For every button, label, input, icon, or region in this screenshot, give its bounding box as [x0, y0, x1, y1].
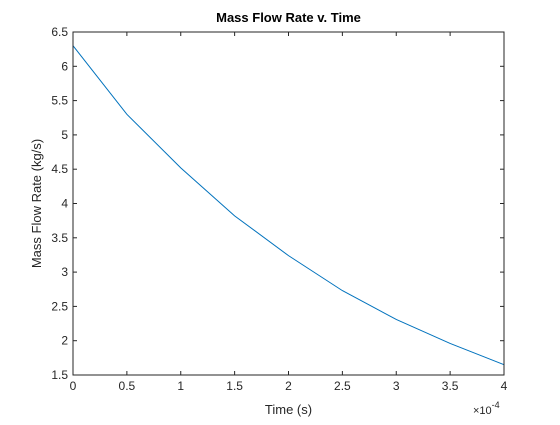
x-tick-label: 4	[501, 379, 508, 393]
y-tick-label: 6	[61, 59, 68, 73]
x-tick-label: 1	[177, 379, 184, 393]
x-exponent-power: -4	[492, 400, 500, 410]
y-tick-label: 4.5	[51, 162, 68, 176]
x-tick-label: 2.5	[334, 379, 351, 393]
x-tick-label: 1.5	[226, 379, 243, 393]
y-tick-label: 2	[61, 334, 68, 348]
x-tick-label: 0	[70, 379, 77, 393]
x-exponent-base: ×10	[473, 405, 492, 417]
y-tick-label: 3.5	[51, 231, 68, 245]
y-axis-label: Mass Flow Rate (kg/s)	[29, 139, 44, 268]
x-tick-label: 3.5	[442, 379, 459, 393]
x-tick-label: 0.5	[119, 379, 136, 393]
y-tick-label: 6.5	[51, 25, 68, 39]
series-line-mass-flow-rate	[72, 45, 505, 366]
x-axis-label: Time (s)	[265, 402, 312, 417]
y-tick-label: 2.5	[51, 299, 68, 313]
y-tick-label: 5.5	[51, 94, 68, 108]
x-exponent-label: ×10-4	[473, 400, 500, 417]
y-tick-label: 3	[61, 265, 68, 279]
chart-title: Mass Flow Rate v. Time	[216, 10, 361, 25]
y-tick-label: 5	[61, 128, 68, 142]
axes-box	[72, 31, 505, 376]
y-tick-label: 1.5	[51, 368, 68, 382]
plot-area	[73, 32, 504, 375]
ticks-layer: 0 0.5 1 1.5 2 2.5 3 3.5 4 1.5 2 2.5 3 3.5 4 4.5 5 5.5 6 6.5	[51, 25, 507, 393]
x-tick-label: 3	[393, 379, 400, 393]
y-tick-label: 4	[61, 197, 68, 211]
x-tick-label: 2	[285, 379, 292, 393]
